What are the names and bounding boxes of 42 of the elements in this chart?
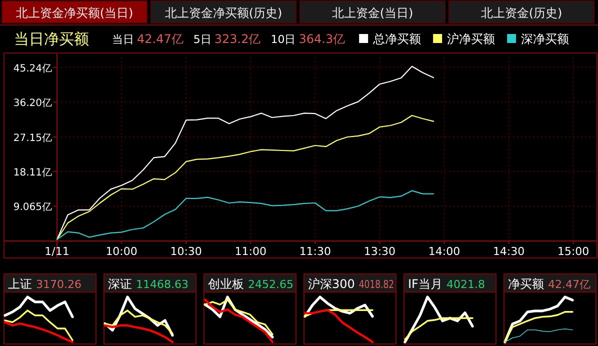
y-tick-label: 18.11亿	[13, 168, 52, 179]
chart-title: 沪深300	[308, 277, 355, 291]
y-tick-label: 27.15亿	[13, 132, 52, 144]
chart-subtitle: 4021.8	[446, 278, 485, 291]
chart-subtitle: 11468.63	[136, 278, 188, 291]
chart-title: 创业板	[208, 277, 244, 291]
x-tick-label: 14:00	[428, 245, 460, 258]
x-tick-label: 10:00	[106, 245, 138, 258]
text: 当日	[112, 33, 134, 46]
chart-title: 当日净买额	[14, 30, 89, 48]
chart-subtitle: 2452.65	[248, 278, 294, 291]
x-tick-label: 14:30	[492, 245, 525, 258]
line-series	[56, 190, 434, 240]
x-tick-label: 15:00	[557, 245, 590, 258]
line-series	[56, 66, 434, 240]
x-tick-label: 11:30	[299, 245, 332, 258]
chart-subtitle: 3170.26	[36, 278, 82, 291]
line-series	[56, 114, 434, 240]
chart-subtitle: 42.47亿	[548, 278, 590, 291]
chart-title: IF当月	[408, 277, 442, 291]
legend-label: 沪净买额	[447, 32, 496, 46]
text: 北上资金净买额(当日)	[16, 6, 134, 20]
legend-label: 总净买额	[372, 32, 422, 46]
x-tick-label: 11:00	[234, 245, 266, 258]
text: 42.47亿	[137, 32, 184, 46]
legend-label: 深净买额	[521, 32, 570, 46]
y-tick-label: 9.065亿	[13, 202, 52, 214]
y-tick-label: 36.20亿	[13, 98, 52, 110]
text: 323.2亿	[214, 32, 261, 46]
text: 10日	[270, 33, 296, 46]
text: 北上资金(当日)	[332, 6, 414, 20]
chart-title: 深证	[108, 277, 132, 291]
text: 北上资金(历史)	[480, 6, 562, 20]
text: 北上资金净买额(历史)	[164, 6, 282, 20]
chart-title: 净买额	[508, 277, 544, 291]
x-tick-label: 13:30	[364, 245, 396, 258]
chart-subtitle: 4018.82	[358, 278, 404, 291]
text: 364.3亿	[298, 32, 346, 46]
chart-title: 上证	[8, 277, 32, 291]
x-tick-label: 10:30	[170, 245, 202, 258]
y-tick-label: 45.24亿	[13, 63, 52, 74]
text: 5日	[193, 33, 212, 46]
